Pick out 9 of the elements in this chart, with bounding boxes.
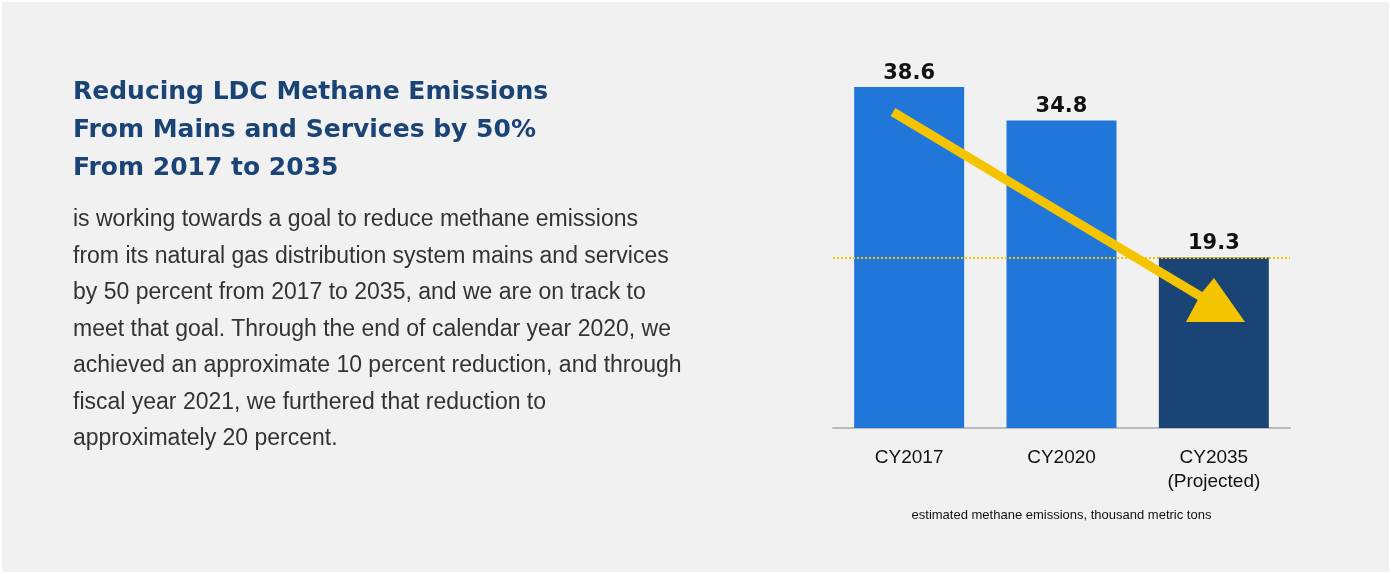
data-label: 19.3 (1187, 230, 1240, 254)
x-axis-title: estimated methane emissions, thousand metric tons (911, 507, 1212, 522)
data-label: 38.6 (883, 59, 936, 84)
x-tick-label: CY2020 (1027, 445, 1096, 467)
text: is working towards a goal to reduce methane emissions from its natural gas distribution system mains and services by 50 percent from 2017 to 2035, and we are on track to meet that goal. Through the end of calendar year 2020, we achieved an approximate 10 percent reduction, and through fiscal year 2021, we furthered that reduction to approximately 20 percent. (73, 204, 683, 452)
x-tick-label: CY2035 (Projected) (1167, 445, 1261, 491)
text: Reducing LDC Methane Emissions From Mains and Services by 50% From 2017 to 2035 (73, 75, 550, 183)
data-label: 34.8 (1035, 93, 1088, 118)
x-tick-label: CY2017 (874, 445, 944, 467)
